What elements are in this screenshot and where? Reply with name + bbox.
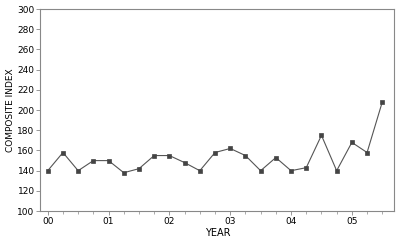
Y-axis label: COMPOSITE INDEX: COMPOSITE INDEX	[6, 68, 14, 152]
X-axis label: YEAR: YEAR	[204, 228, 230, 238]
